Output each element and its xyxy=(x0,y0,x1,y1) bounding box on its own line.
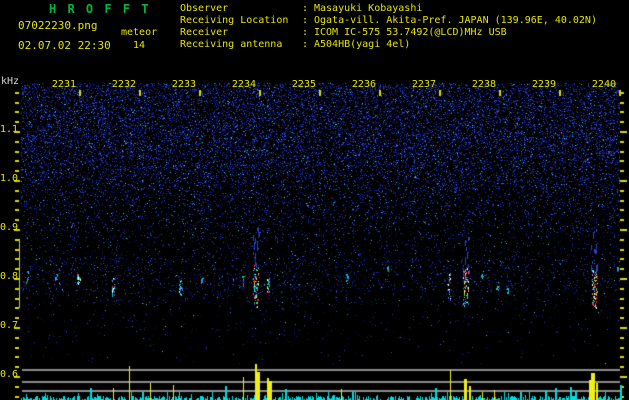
time-tick-label: 2240 xyxy=(591,79,616,90)
info-label: Receiving antenna xyxy=(180,39,283,50)
info-label: Observer xyxy=(180,3,229,14)
info-row: Receiving antenna: A504HB(yagi 4el) xyxy=(180,39,597,51)
info-label: Receiving Location xyxy=(180,15,289,26)
info-row: Receiving Location: Ogata-vill. Akita-Pre… xyxy=(180,15,597,27)
info-separator: : xyxy=(302,27,309,38)
observer-info-block: Observer: Masayuki Kobayashi Receiving Loc… xyxy=(180,3,597,51)
meteor-count: 14 xyxy=(133,40,146,51)
output-filename: 07022230.png xyxy=(18,19,98,32)
time-tick-label: 2231 xyxy=(51,79,76,90)
info-separator: : xyxy=(302,15,309,26)
time-tick-label: 2232 xyxy=(111,79,136,90)
time-tick-label: 2235 xyxy=(291,79,316,90)
mode-label: meteor xyxy=(121,27,158,38)
time-tick-label: 2239 xyxy=(531,79,556,90)
info-value: Masayuki Kobayashi xyxy=(314,3,423,14)
app-title: H R O F F T xyxy=(49,2,151,16)
info-label: Receiver xyxy=(180,27,229,38)
time-tick-label: 2236 xyxy=(351,79,376,90)
info-value: Ogata-vill. Akita-Pref. JAPAN (139.96E, … xyxy=(314,15,597,26)
time-tick-label: 2233 xyxy=(171,79,196,90)
info-value: A504HB(yagi 4el) xyxy=(314,39,411,50)
freq-tick-label: 0.7 xyxy=(0,320,19,331)
info-row: Observer: Masayuki Kobayashi xyxy=(180,3,597,15)
info-row: Receiver: ICOM IC-575 53.7492(@LCD)MHz US… xyxy=(180,27,597,39)
info-separator: : xyxy=(302,39,309,50)
time-tick-label: 2238 xyxy=(471,79,496,90)
date-time: 02.07.02 22:30 xyxy=(18,39,111,52)
freq-tick-label: 0.8 xyxy=(0,271,19,282)
freq-tick-label: 0.9 xyxy=(0,222,19,233)
time-tick-label: 2237 xyxy=(411,79,436,90)
freq-tick-label: 1.0 xyxy=(0,173,19,184)
freq-tick-label: 0.6 xyxy=(0,369,19,380)
time-tick-label: 2234 xyxy=(231,79,256,90)
info-separator: : xyxy=(302,3,309,14)
info-value: ICOM IC-575 53.7492(@LCD)MHz USB xyxy=(314,27,507,38)
freq-axis-unit-label: kHz xyxy=(1,76,20,87)
freq-tick-label: 1.1 xyxy=(0,124,19,135)
